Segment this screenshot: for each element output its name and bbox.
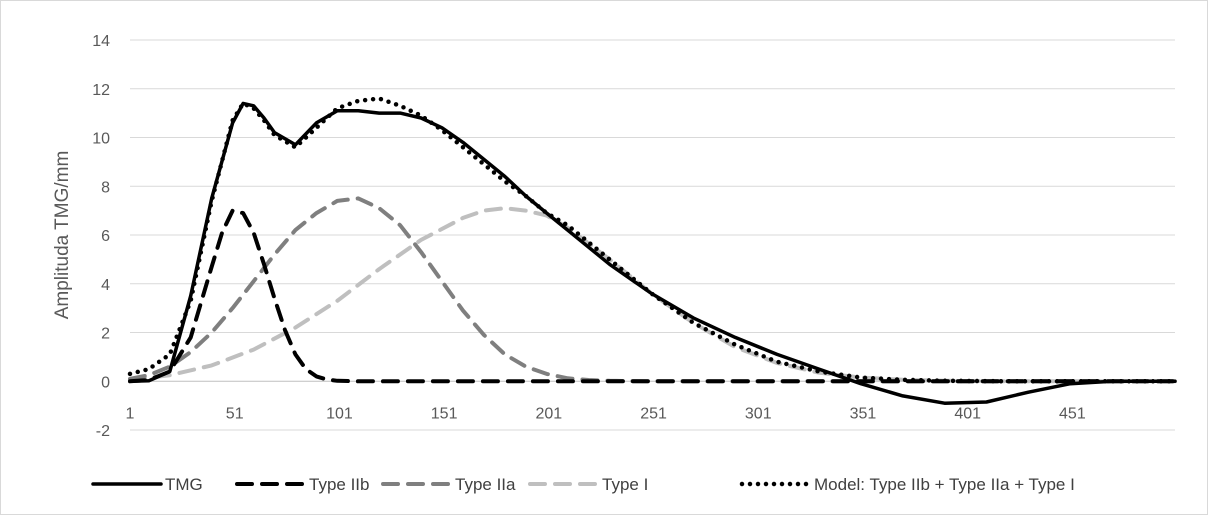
x-tick-label: 101	[326, 405, 353, 422]
y-axis-title: Amplituda TMG/mm	[52, 151, 73, 320]
y-tick-label: 6	[101, 228, 110, 245]
legend-label-3: Type I	[602, 475, 648, 494]
series-layer	[127, 96, 1178, 405]
y-tick-label: 10	[92, 131, 110, 148]
x-tick-label: 351	[850, 405, 877, 422]
x-tick-label: 301	[745, 405, 772, 422]
y-tick-label: 0	[101, 374, 110, 391]
x-axis-ticks: 1 51 101 151 201 251 301 351 401 451	[126, 405, 1086, 422]
y-tick-label: 14	[92, 33, 110, 50]
legend-label-1: Type IIb	[309, 475, 369, 494]
series-line-0	[128, 101, 1177, 405]
y-tick-label: 2	[101, 326, 110, 343]
y-tick-label: 4	[101, 277, 110, 294]
x-tick-label: 451	[1059, 405, 1086, 422]
series-line-1	[128, 208, 1177, 384]
legend-label-2: Type IIa	[455, 475, 516, 494]
x-tick-label: 401	[954, 405, 981, 422]
y-axis-ticks: -2 0 2 4 6 8 10 12 14	[92, 33, 110, 440]
x-tick-label: 151	[431, 405, 458, 422]
legend: TMG Type IIb Type IIa Type I Model: Type IIb…	[91, 475, 1075, 494]
x-tick-label: 1	[126, 405, 135, 422]
legend-label-0: TMG	[165, 475, 203, 494]
x-tick-label: 201	[535, 405, 562, 422]
x-tick-label: 251	[640, 405, 667, 422]
y-tick-label: 12	[92, 82, 110, 99]
x-tick-label: 51	[226, 405, 244, 422]
y-tick-label: -2	[96, 423, 110, 440]
legend-label-4: Model: Type IIb + Type IIa + Type I	[814, 475, 1075, 494]
y-tick-label: 8	[101, 179, 110, 196]
